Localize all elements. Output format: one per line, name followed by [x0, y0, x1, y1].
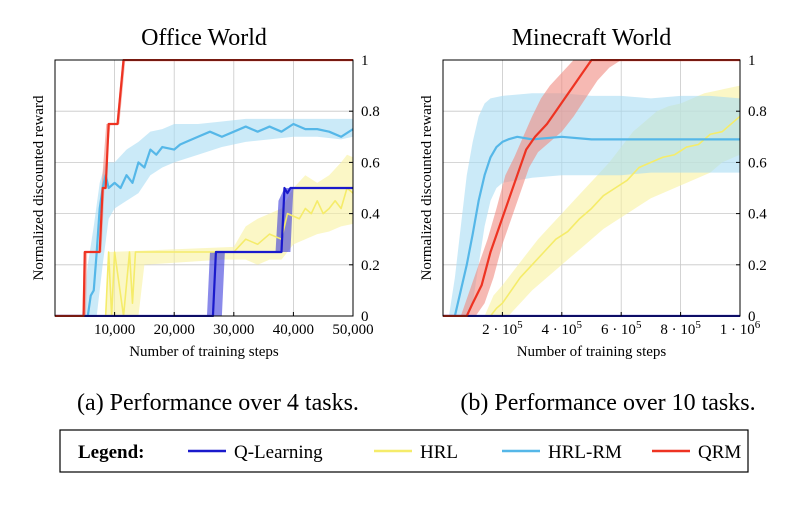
figure-caption: (a) Performance over 4 tasks. — [77, 390, 359, 416]
x-tick-label: 4 · 105 — [542, 319, 583, 338]
y-tick-label: 0 — [361, 309, 369, 325]
x-tick-label: 40,000 — [273, 322, 314, 338]
y-tick-label: 0.2 — [361, 258, 380, 274]
series-line-q-learning — [55, 186, 353, 317]
y-axis-label: Normalized discounted reward — [31, 95, 47, 280]
chart-minecraft-world: Minecraft World 2 · 105 4 · 105 6 · 105 8 · … — [419, 25, 767, 416]
y-tick-label: 0 — [748, 309, 756, 325]
band-q-learning — [55, 188, 353, 316]
x-tick-label: 6 · 105 — [601, 319, 642, 338]
band-qrm — [443, 60, 740, 316]
figure-caption: (b) Performance over 10 tasks. — [460, 390, 755, 416]
x-axis-label: Number of training steps — [129, 344, 279, 360]
x-tick-label: 50,000 — [332, 322, 373, 338]
y-tick-label: 1 — [748, 53, 756, 69]
y-tick-label: 0.6 — [361, 155, 380, 171]
plot-frame — [442, 59, 741, 317]
y-tick-label: 0.8 — [361, 104, 380, 120]
chart-title: Minecraft World — [512, 25, 672, 51]
legend: Legend: Q-Learning HRL HRL-RM QRM — [59, 429, 749, 473]
series-line-hrl — [443, 115, 740, 317]
y-axis-label: Normalized discounted reward — [419, 95, 435, 280]
x-tick-label: 20,000 — [154, 322, 195, 338]
band-hrl-rm — [55, 118, 353, 316]
y-tick-label: 0.6 — [748, 155, 767, 171]
y-tick-label: 0.8 — [748, 104, 767, 120]
y-tick-label: 0.4 — [748, 207, 767, 223]
plot-frame — [54, 59, 354, 317]
y-tick-label: 0.2 — [748, 258, 767, 274]
legend-title: Legend: — [78, 442, 145, 463]
series-line-hrl-rm — [443, 135, 740, 317]
band-hrl-rm — [443, 93, 740, 316]
x-tick-label: 8 · 105 — [660, 319, 701, 338]
x-tick-label: 1 · 106 — [720, 319, 761, 338]
series-line-qrm — [443, 59, 740, 317]
band-hrl — [55, 154, 353, 316]
legend-label-hrl-rm: HRL-RM — [548, 442, 622, 463]
chart-title: Office World — [141, 25, 267, 51]
series-line-hrl — [55, 187, 353, 317]
legend-label-q-learning: Q-Learning — [234, 442, 323, 463]
chart-office-world: Office World 10,000 20,000 30,000 40,000 50,0… — [31, 25, 380, 416]
x-tick-label: 2 · 105 — [482, 319, 523, 338]
y-tick-label: 0.4 — [361, 207, 380, 223]
plot-area — [55, 59, 353, 317]
legend-label-qrm: QRM — [698, 442, 741, 463]
plot-area — [443, 59, 740, 317]
x-axis-label: Number of training steps — [517, 344, 667, 360]
x-tick-label: 30,000 — [213, 322, 254, 338]
series-line-qrm — [55, 59, 353, 317]
x-tick-label: 10,000 — [94, 322, 135, 338]
legend-label-hrl: HRL — [420, 442, 458, 463]
y-tick-label: 1 — [361, 53, 369, 69]
